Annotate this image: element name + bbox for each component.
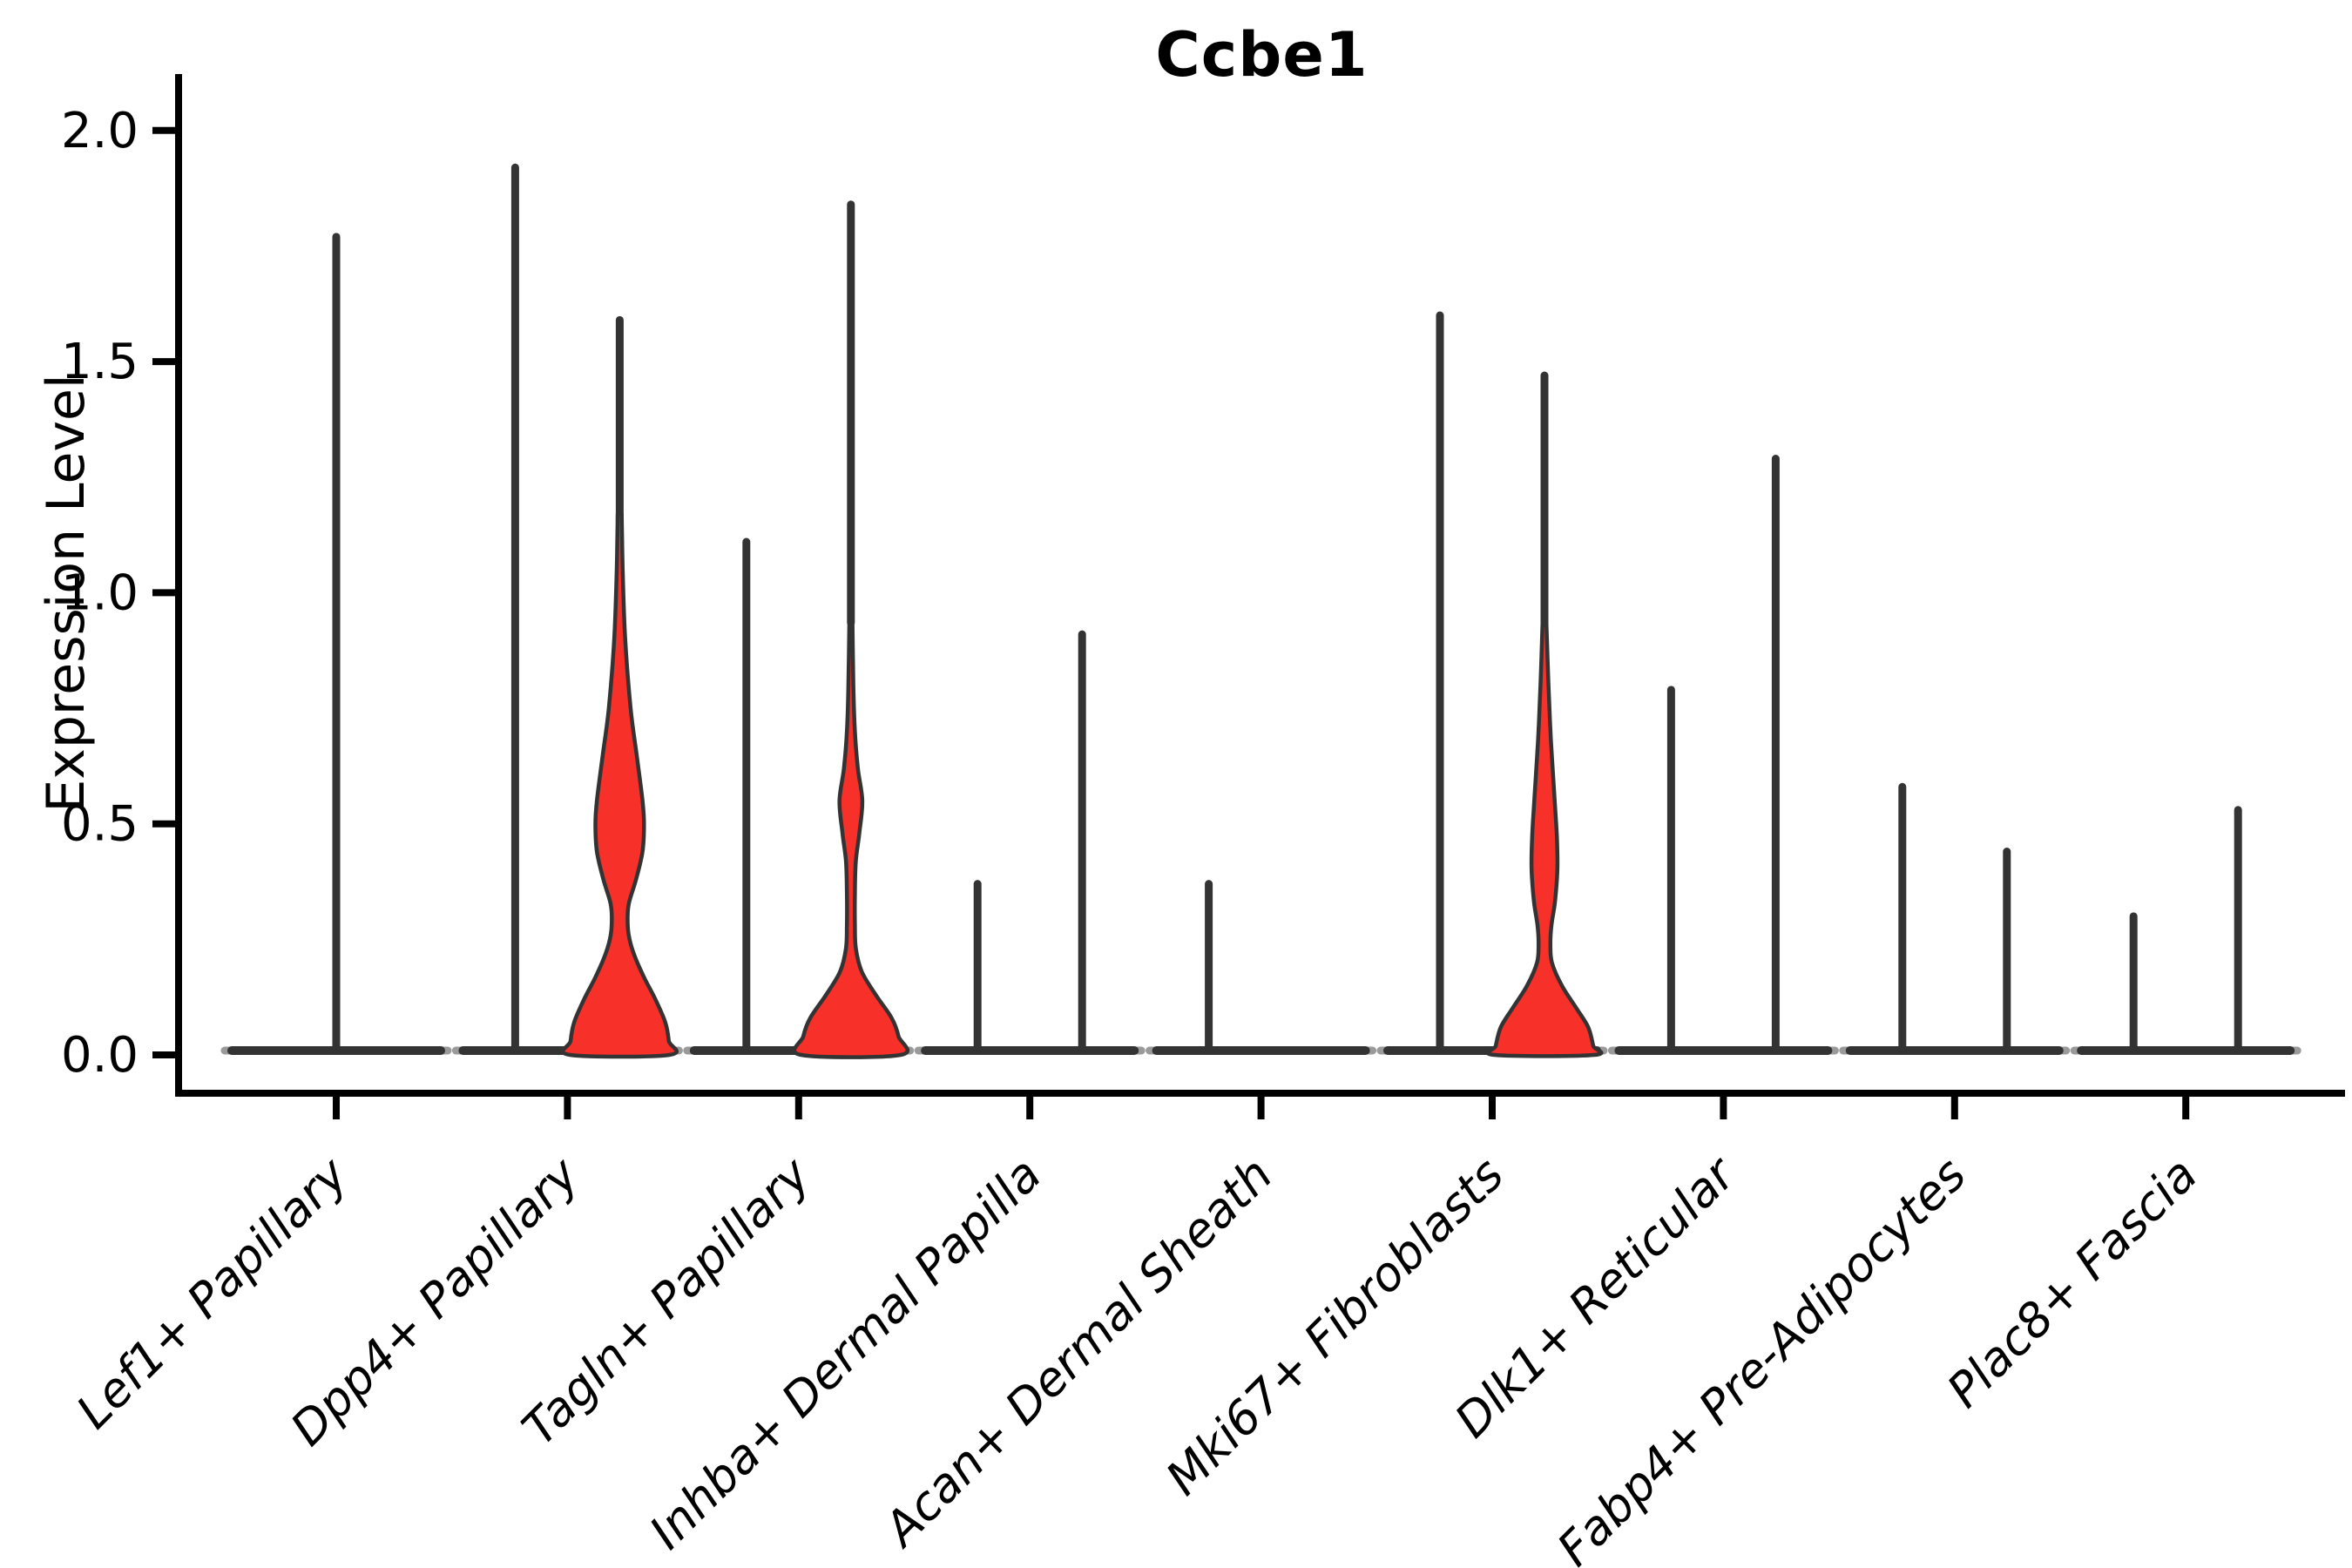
y-tick-label: 0.0 — [61, 1027, 139, 1084]
y-tick-label: 1.0 — [61, 564, 139, 621]
y-axis-title: Expression Level — [36, 374, 97, 813]
x-tick-label: Plac8+ Fascia — [1936, 1147, 2207, 1418]
x-tick-label: Fabp4+ Pre-Adipocytes — [1547, 1147, 1977, 1568]
violin-body-red — [1485, 623, 1604, 1058]
x-tick-label: Acan+ Dermal Sheath — [872, 1147, 1283, 1558]
violin-body-red — [792, 613, 909, 1059]
chart-title: Ccbe1 — [1155, 19, 1369, 91]
x-tick-label: Inhba+ Dermal Papilla — [639, 1147, 1052, 1560]
y-tick-label: 2.0 — [61, 103, 139, 159]
violin-body-red — [560, 511, 679, 1059]
y-tick-label: 1.5 — [61, 334, 139, 390]
y-tick-label: 0.5 — [61, 796, 139, 853]
